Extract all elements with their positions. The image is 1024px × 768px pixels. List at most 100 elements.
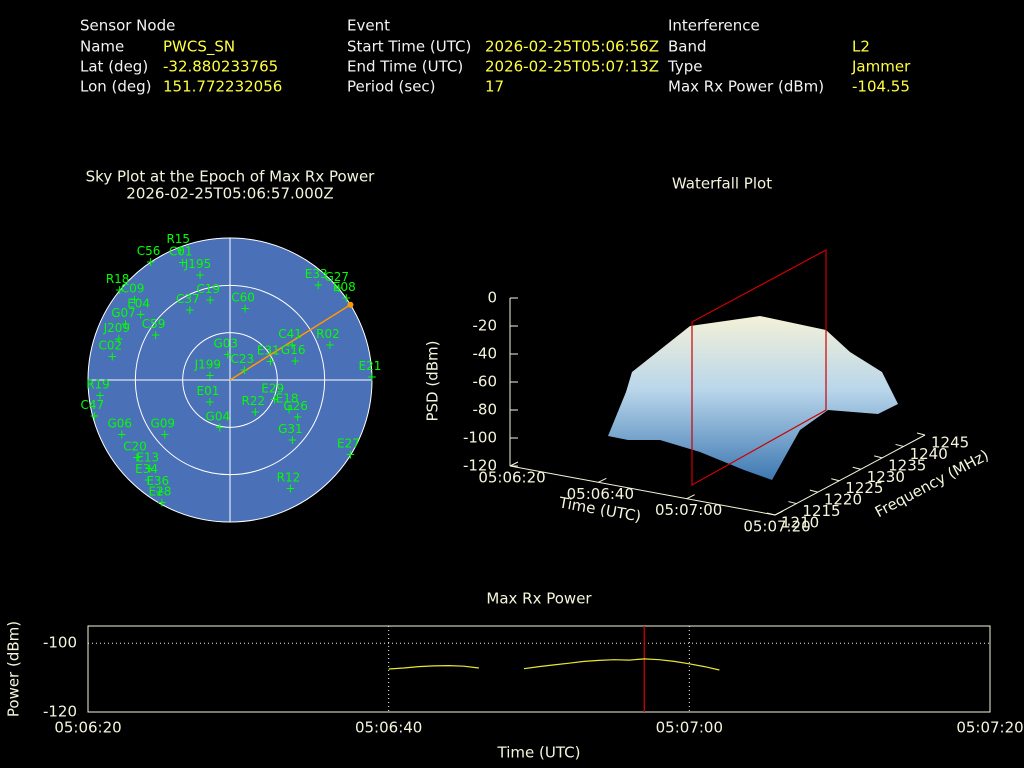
satellite-marker: + [367,370,377,384]
satellite-marker: + [293,410,303,424]
satellite-marker: + [205,293,215,307]
x-tick-label: 05:07:20 [956,719,1023,737]
field-label: Type [667,58,702,76]
satellite-marker: + [136,308,146,322]
y-tick [916,432,926,436]
satellite-label: C47 [81,398,105,412]
z-tick-label: 0 [487,289,497,307]
satellite-marker: + [157,495,167,509]
y-tick [852,466,861,470]
field-value: 17 [485,78,504,96]
section-title: Interference [668,17,760,35]
y-tick-label: -120 [43,703,77,721]
chart-title: Max Rx Power [486,590,592,608]
satellite-marker: + [205,395,215,409]
satellite-marker: + [223,347,233,361]
satellite-marker: + [345,448,355,462]
satellite-label: E01 [197,384,220,398]
satellite-marker: + [185,303,195,317]
satellite-marker: + [146,255,156,269]
chart-title: Waterfall Plot [672,175,772,193]
satellite-label: C59 [142,317,166,331]
field-label: Start Time (UTC) [347,38,471,56]
field-label: Lat (deg) [80,58,148,76]
z-tick-label: -100 [463,429,497,447]
satellite-marker: + [120,317,130,331]
y-tick-label: -100 [43,634,77,652]
satellite-marker: + [114,332,124,346]
satellite-marker: + [205,369,215,383]
z-tick-label: -20 [473,317,498,335]
chart-title: Sky Plot at the Epoch of Max Rx Power [86,168,376,186]
satellite-marker: + [89,409,99,423]
x-axis [509,465,776,516]
y-tick [766,512,776,516]
x-tick-label: 05:07:00 [656,719,723,737]
section-title: Event [347,17,390,35]
x-tick [509,461,519,467]
satellite-label: R18 [106,272,130,286]
x-tick-label: 05:06:20 [478,469,545,487]
satellite-marker: + [215,420,225,434]
field-value: L2 [852,38,870,56]
satellite-label: E29 [261,381,284,395]
satellite-marker: + [144,473,154,487]
satellite-marker: + [115,283,125,297]
satellite-marker: + [129,292,139,306]
satellite-marker: + [287,433,297,447]
x-tick-label: 05:07:20 [743,518,810,536]
y-tick-label: 1245 [931,434,969,452]
satellite-label: C01 [169,244,193,258]
satellite-marker: + [117,428,127,442]
jammer-direction [229,304,351,381]
satellite-marker: + [178,255,188,269]
satellite-marker: + [145,462,155,476]
satellite-label: E33 [305,267,328,281]
y-tick-label: 1230 [867,468,905,486]
psd-surface [608,316,898,480]
satellite-label: C02 [98,339,122,353]
satellite-label: R12 [277,471,301,485]
field-label: Name [80,38,124,56]
x-tick [774,510,784,516]
satellite-label: R22 [241,394,265,408]
satellite-label: R15 [166,232,190,246]
field-label: Max Rx Power (dBm) [668,78,824,96]
field-value: Jammer [851,58,911,76]
y-tick [788,501,797,505]
satellite-marker: + [287,338,297,352]
x-tick-label: 05:06:40 [355,719,422,737]
satellite-label: R19 [86,377,110,391]
satellite-label: G07 [111,306,136,320]
x-tick [686,494,695,500]
satellite-label: E31 [257,344,280,358]
satellite-label: G06 [107,417,132,431]
satellite-label: G04 [206,409,231,423]
z-tick-label: -60 [473,373,498,391]
satellite-label: E21 [359,359,382,373]
satellite-label: J209 [103,321,130,335]
y-tick-label: 1240 [910,445,948,463]
satellite-label: E28 [148,484,171,498]
satellite-marker: + [151,328,161,342]
field-value: -32.880233765 [163,58,278,76]
satellite-marker: + [325,338,335,352]
satellite-label: E18 [276,392,299,406]
y-tick [874,455,883,459]
satellite-label: E04 [127,297,150,311]
satellite-marker: + [175,243,185,257]
satellite-label: E27 [337,437,360,451]
y-tick [895,443,904,447]
satellite-marker: + [334,281,344,295]
satellite-label: G31 [278,422,303,436]
satellite-marker: + [341,291,351,305]
satellite-marker: + [285,482,295,496]
chart-subtitle: 2026-02-25T05:06:57.000Z [126,185,333,203]
satellite-marker: + [250,405,260,419]
z-tick-label: -80 [473,401,498,419]
satellite-marker: + [290,354,300,368]
field-value: 151.772232056 [163,78,282,96]
satellite-marker: + [313,278,323,292]
